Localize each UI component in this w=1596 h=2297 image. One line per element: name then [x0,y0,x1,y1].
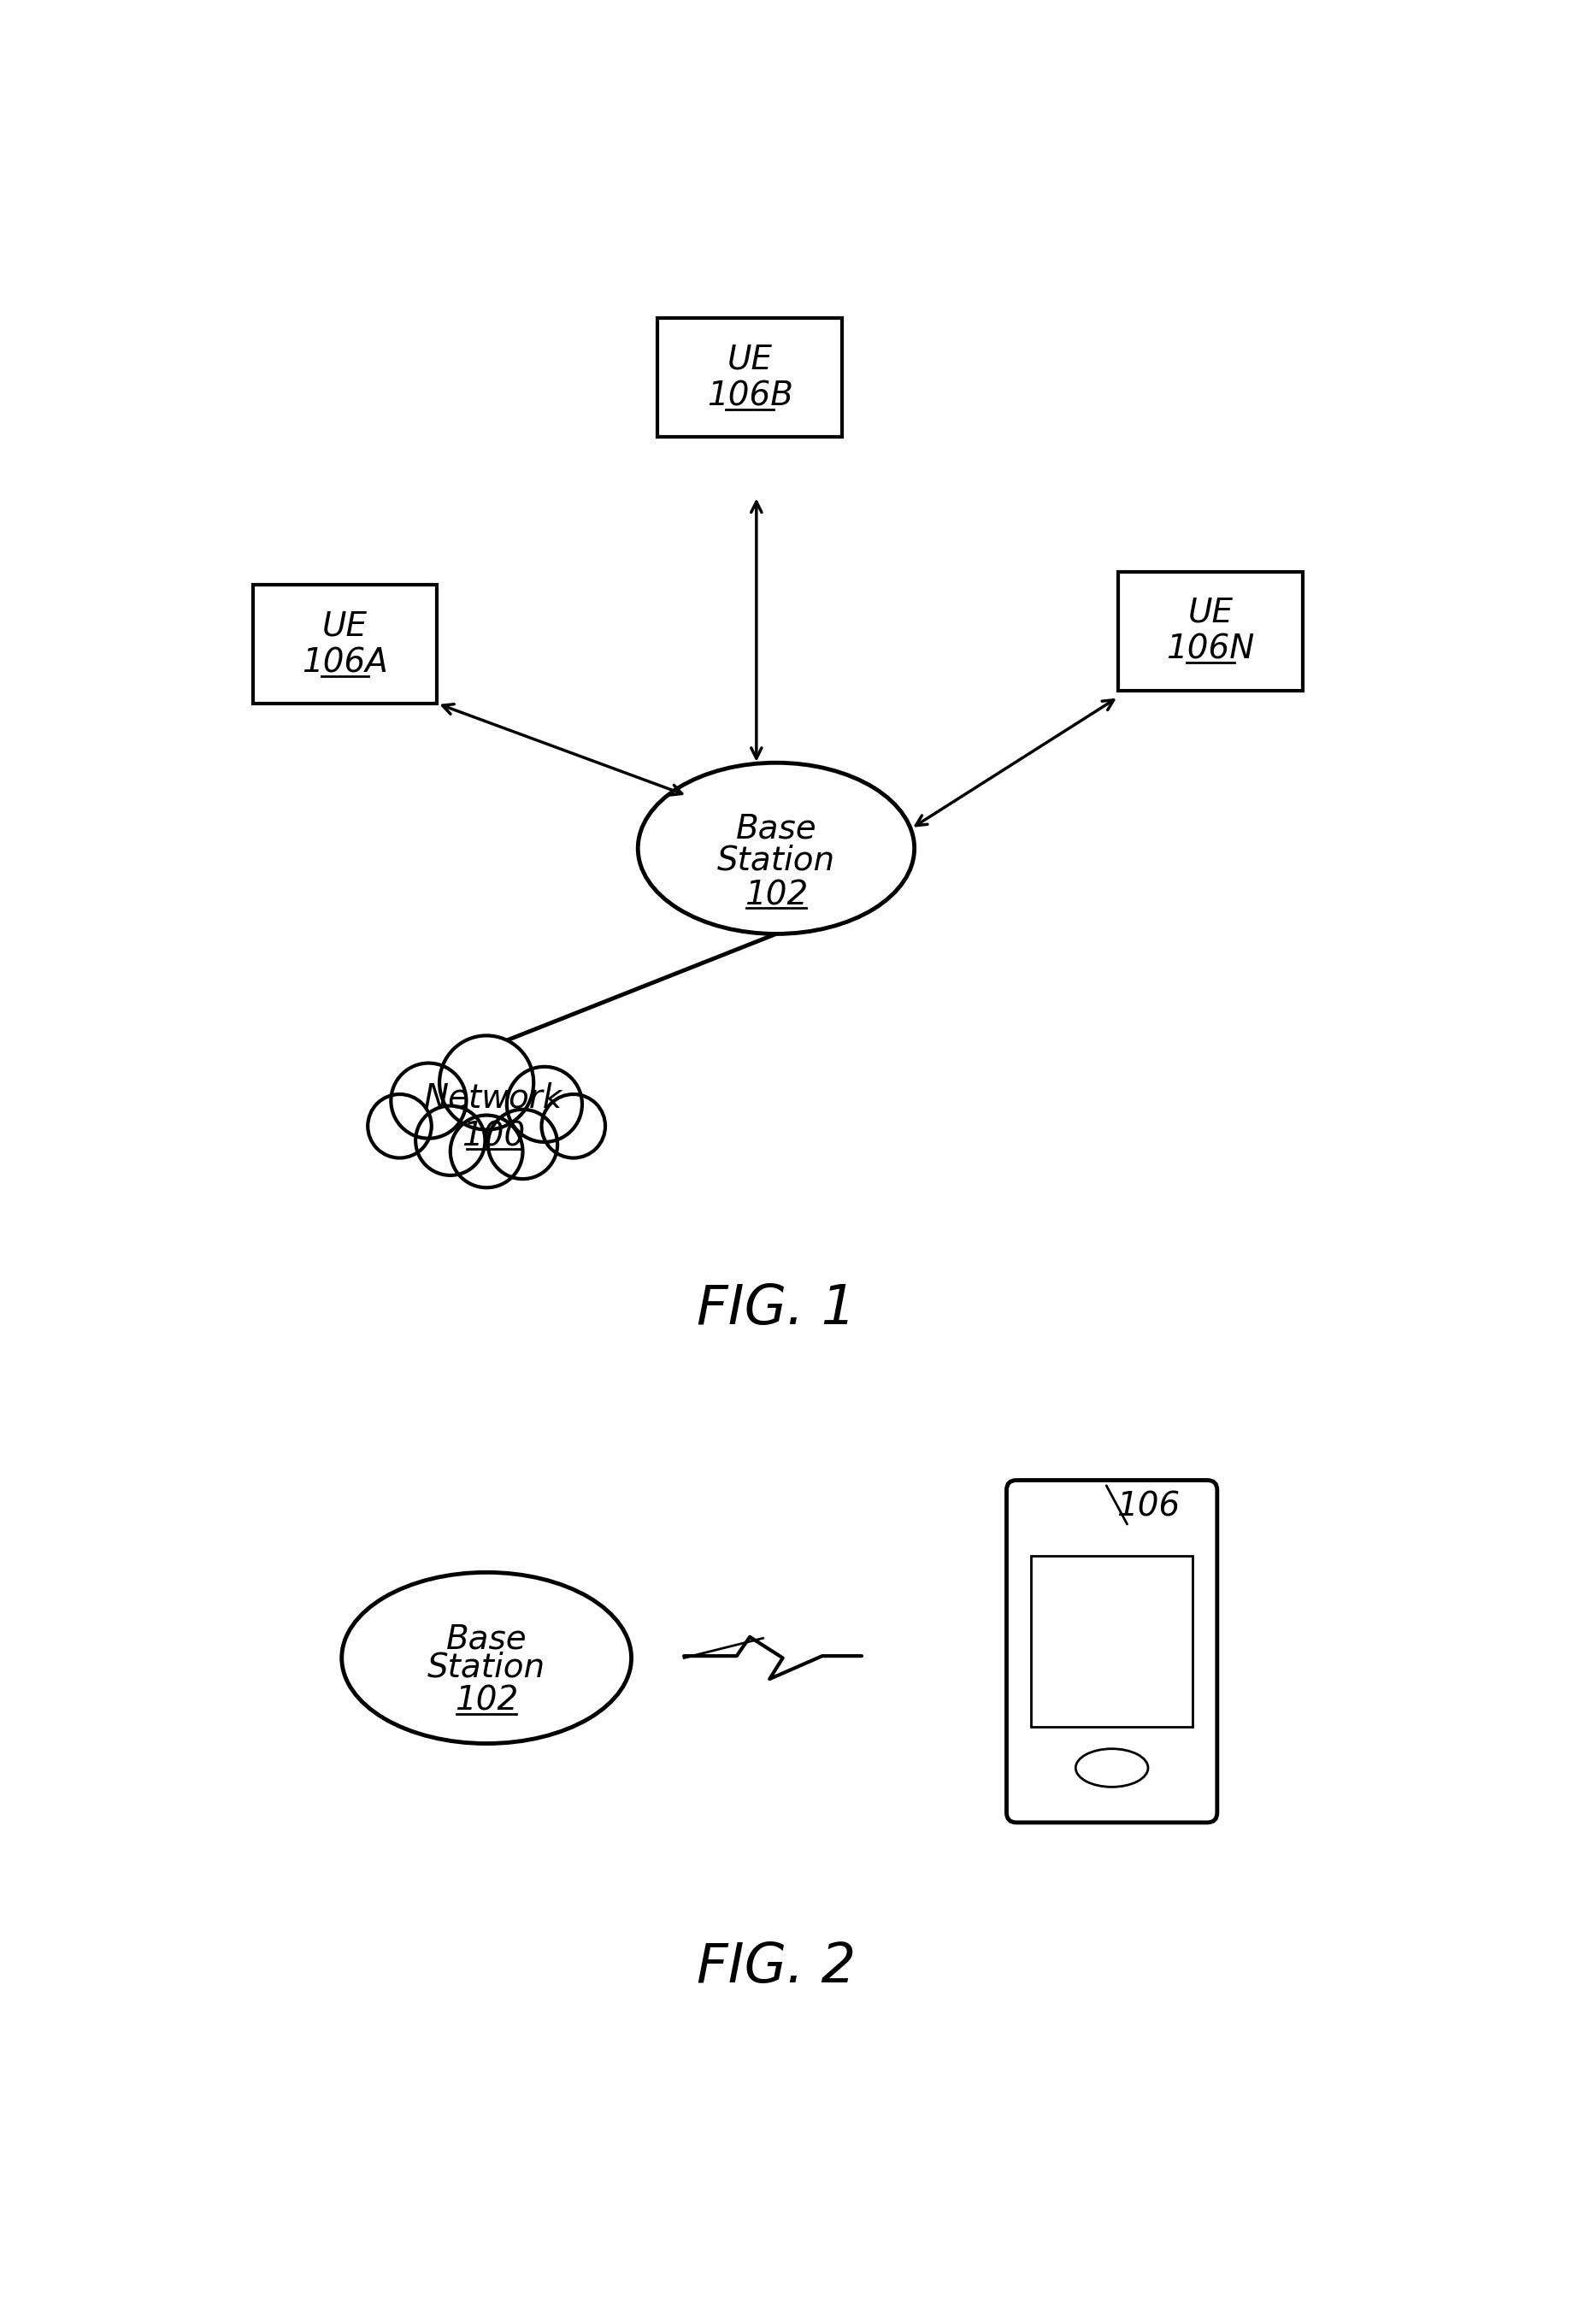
FancyBboxPatch shape [252,586,437,703]
Text: FIG. 2: FIG. 2 [696,1941,855,1994]
FancyBboxPatch shape [1119,572,1302,691]
Ellipse shape [1076,1748,1148,1787]
Text: FIG. 1: FIG. 1 [696,1282,855,1335]
Text: 106: 106 [1116,1491,1179,1523]
Text: 102: 102 [744,880,808,912]
Circle shape [415,1105,485,1176]
Text: 106A: 106A [302,645,388,680]
Circle shape [508,1066,583,1142]
Circle shape [450,1116,523,1188]
Text: 106N: 106N [1167,634,1254,666]
Text: Base: Base [447,1624,527,1656]
Circle shape [391,1064,466,1139]
Text: UE: UE [728,342,772,374]
Circle shape [367,1093,431,1158]
Text: 102: 102 [455,1684,519,1716]
Text: UE: UE [322,609,367,643]
Ellipse shape [638,763,915,935]
FancyBboxPatch shape [658,319,843,436]
Circle shape [488,1109,557,1178]
Text: Station: Station [717,843,835,877]
Text: Base: Base [736,813,817,845]
Circle shape [541,1093,605,1158]
FancyBboxPatch shape [1007,1479,1218,1822]
Text: UE: UE [1187,597,1234,629]
Text: Station: Station [428,1652,546,1684]
Circle shape [439,1036,533,1130]
Text: 106B: 106B [707,379,793,413]
Text: Network: Network [425,1082,562,1114]
FancyBboxPatch shape [1031,1555,1192,1727]
Ellipse shape [342,1573,632,1743]
Text: 100: 100 [461,1121,525,1153]
